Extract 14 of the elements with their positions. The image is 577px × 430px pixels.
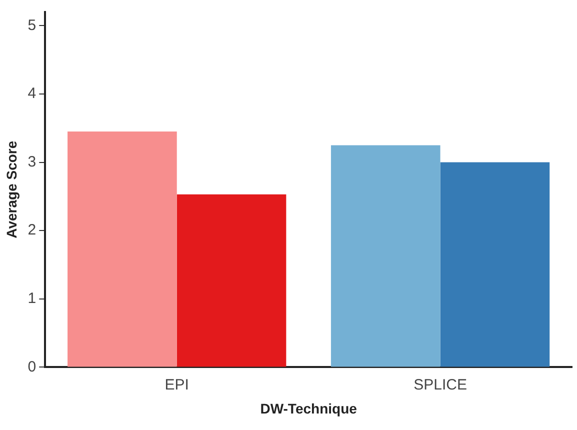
x-tick-label: SPLICE bbox=[414, 376, 467, 394]
x-axis-title: DW-Technique bbox=[260, 400, 358, 416]
bar bbox=[440, 162, 550, 367]
y-tick-label: 0 bbox=[28, 358, 36, 376]
y-tick-label: 2 bbox=[28, 222, 36, 239]
bar bbox=[68, 132, 177, 367]
bar bbox=[176, 194, 286, 367]
y-tick-label: 4 bbox=[28, 85, 36, 102]
bar bbox=[330, 145, 440, 367]
x-tick-label: EPI bbox=[164, 376, 189, 394]
y-axis-title: Average Score bbox=[3, 140, 20, 238]
y-tick-label: 5 bbox=[28, 16, 36, 34]
y-tick-label: 3 bbox=[28, 153, 36, 170]
y-tick-label: 1 bbox=[28, 290, 36, 308]
